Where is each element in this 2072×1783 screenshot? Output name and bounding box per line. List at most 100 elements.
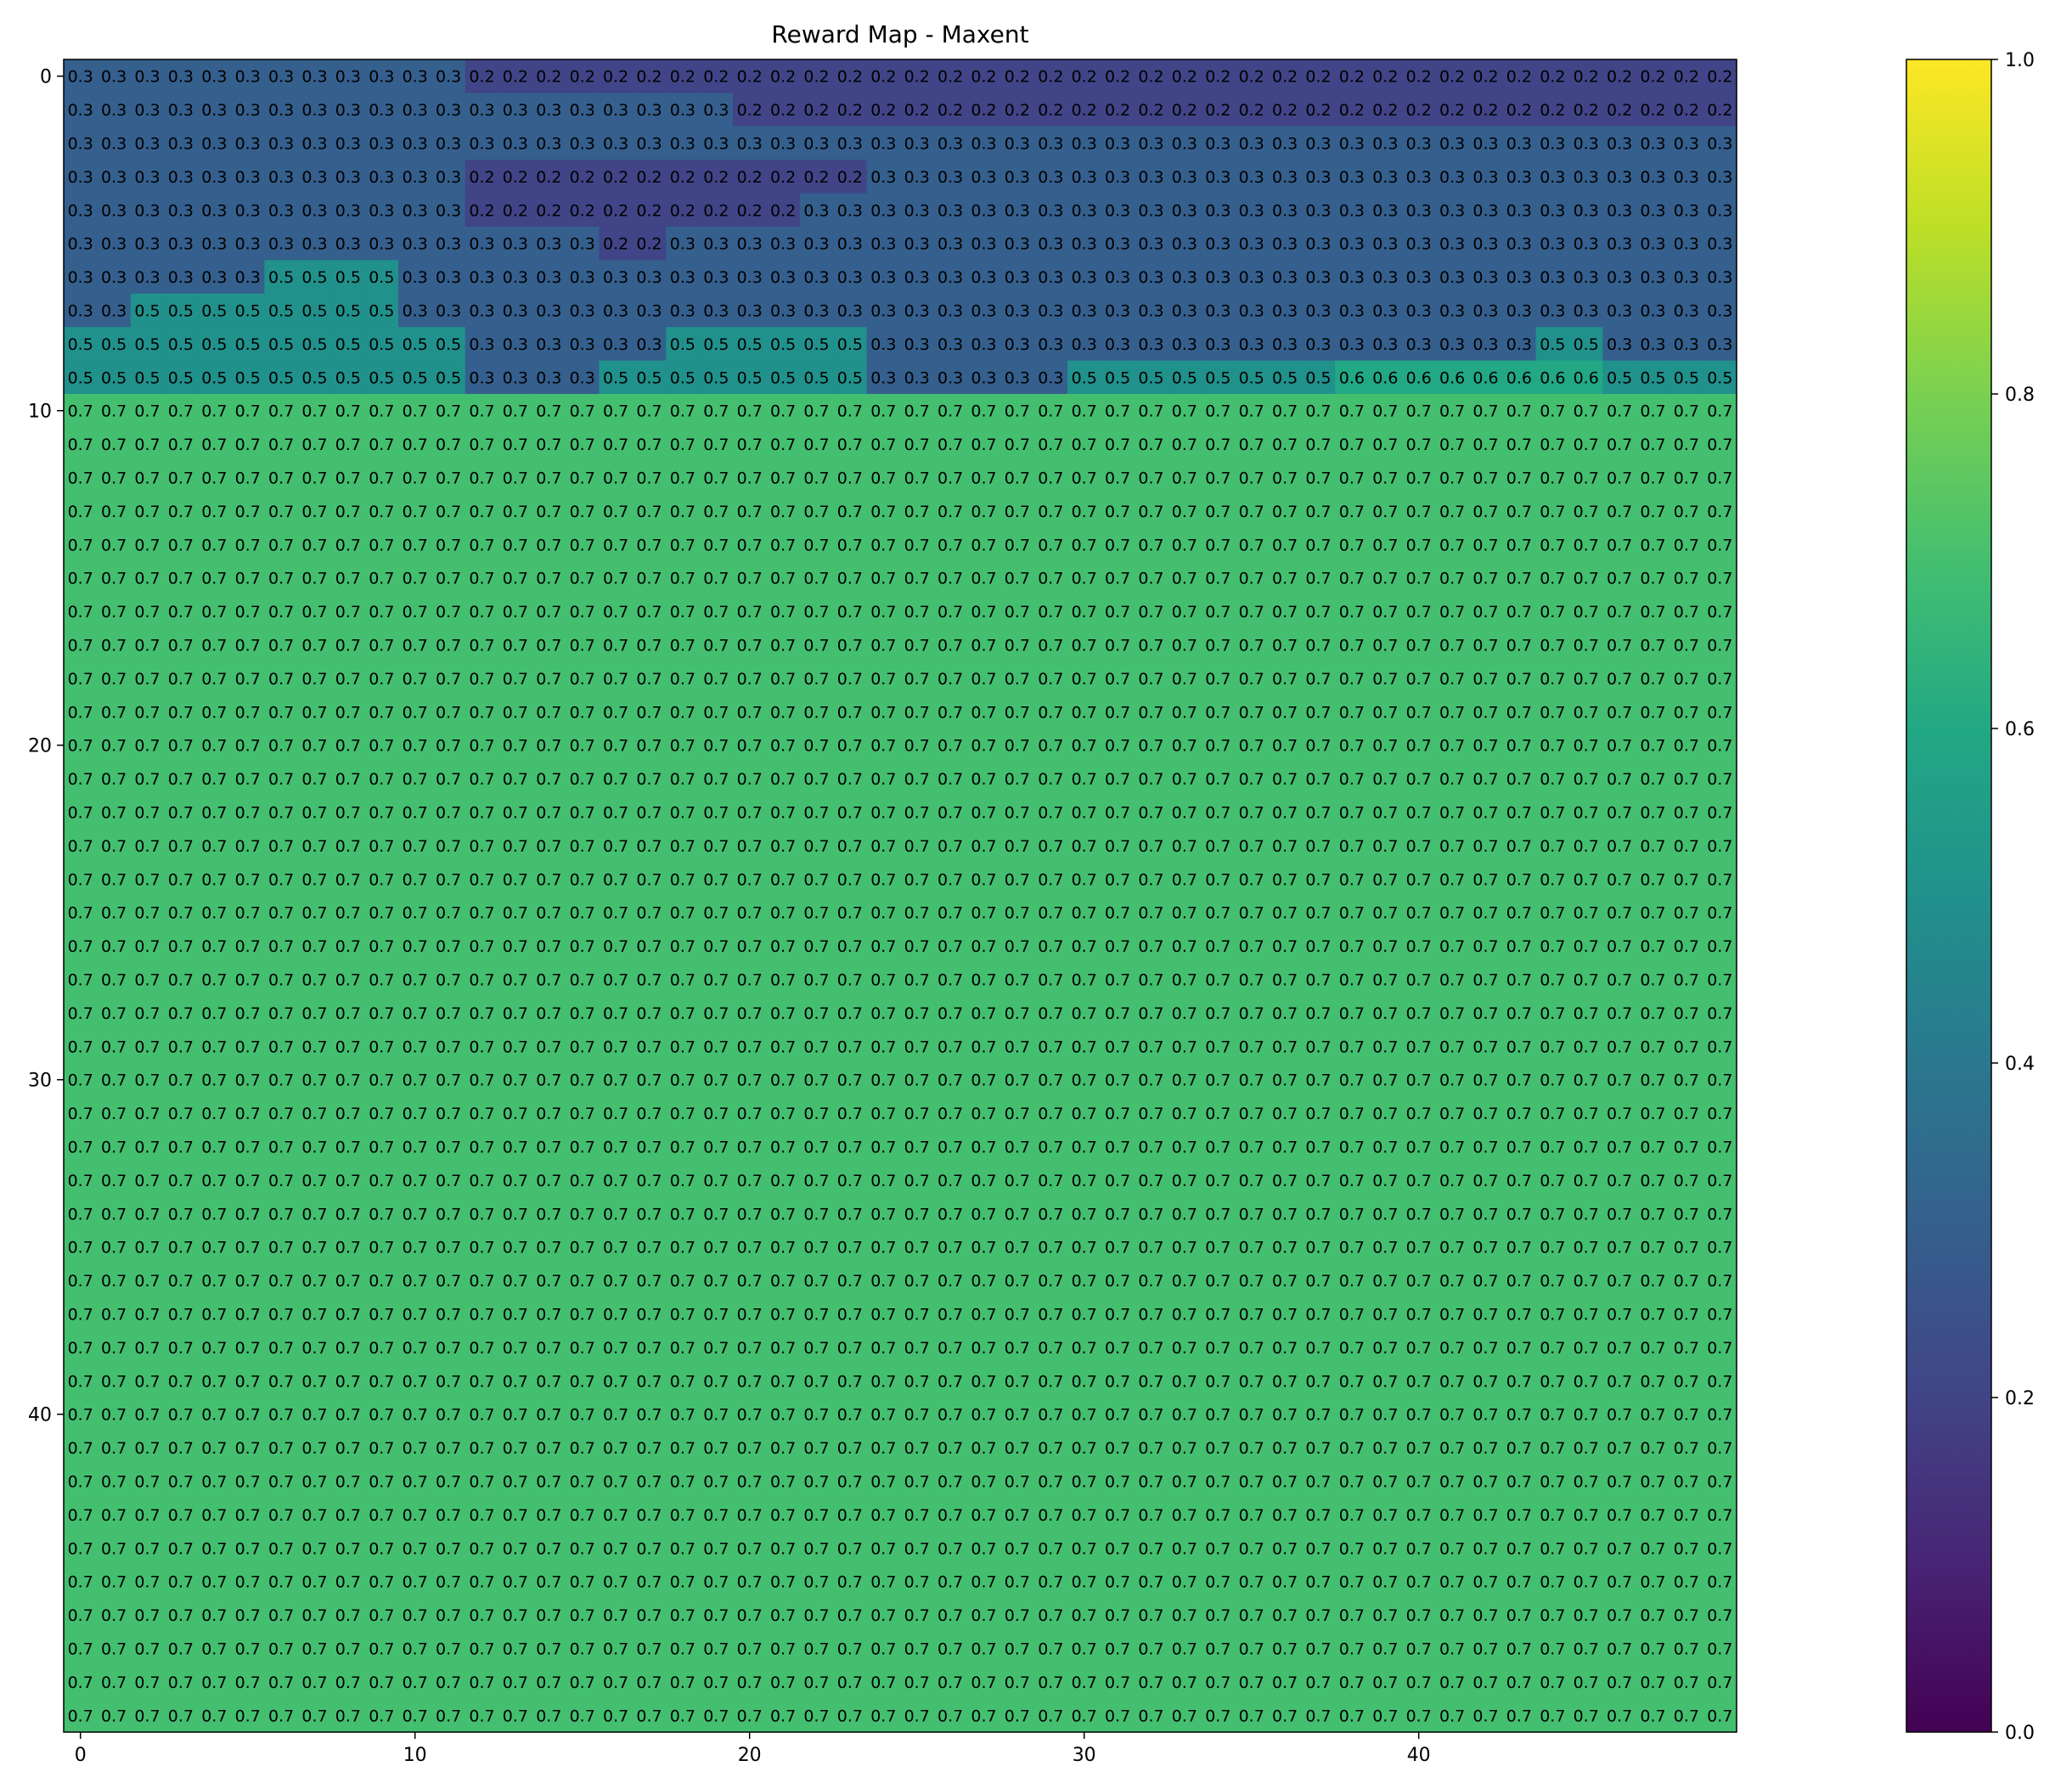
heatmap-cell-label: 0.7 bbox=[1707, 570, 1732, 588]
heatmap-cell bbox=[900, 126, 934, 160]
heatmap-cell-label: 0.3 bbox=[369, 201, 394, 220]
heatmap-cell-label: 0.3 bbox=[1205, 335, 1230, 354]
heatmap-cell-label: 0.7 bbox=[469, 1205, 494, 1223]
heatmap-cell-label: 0.7 bbox=[503, 402, 528, 421]
heatmap-cell-label: 0.7 bbox=[536, 470, 561, 488]
heatmap-cell bbox=[164, 93, 199, 127]
heatmap-cell-label: 0.7 bbox=[937, 503, 963, 521]
heatmap-cell-label: 0.7 bbox=[536, 670, 561, 689]
heatmap-cell-label: 0.7 bbox=[436, 1406, 461, 1425]
heatmap-cell-label: 0.7 bbox=[1640, 837, 1665, 856]
heatmap-cell-label: 0.3 bbox=[1439, 135, 1465, 154]
heatmap-cell-label: 0.7 bbox=[301, 737, 327, 756]
heatmap-cell-label: 0.3 bbox=[101, 68, 127, 87]
heatmap-cell-label: 0.3 bbox=[1472, 235, 1498, 254]
heatmap-cell-label: 0.7 bbox=[803, 1506, 829, 1525]
heatmap-cell-label: 0.7 bbox=[235, 1004, 261, 1023]
heatmap-cell-label: 0.7 bbox=[503, 1539, 528, 1558]
heatmap-cell-label: 0.3 bbox=[503, 335, 528, 354]
heatmap-cell-label: 0.7 bbox=[837, 870, 863, 889]
heatmap-cell-label: 0.3 bbox=[1339, 201, 1365, 220]
heatmap-cell-label: 0.7 bbox=[101, 1272, 127, 1291]
heatmap-cell bbox=[64, 59, 98, 93]
heatmap-cell-label: 0.7 bbox=[603, 1339, 628, 1358]
heatmap-cell-label: 0.7 bbox=[1406, 1406, 1432, 1425]
heatmap-cell-label: 0.7 bbox=[268, 937, 294, 956]
heatmap-cell-label: 0.7 bbox=[1272, 436, 1298, 454]
heatmap-cell-label: 0.7 bbox=[1607, 1172, 1632, 1190]
heatmap-cell-label: 0.2 bbox=[1339, 68, 1365, 87]
heatmap-cell-label: 0.7 bbox=[503, 1372, 528, 1391]
heatmap-cell-label: 0.7 bbox=[68, 703, 93, 722]
heatmap-cell-label: 0.7 bbox=[168, 670, 194, 689]
heatmap-cell-label: 0.7 bbox=[1305, 1105, 1331, 1123]
heatmap-cell-label: 0.7 bbox=[168, 1506, 194, 1525]
heatmap-cell-label: 0.2 bbox=[1439, 101, 1465, 120]
heatmap-cell-label: 0.7 bbox=[1172, 1038, 1197, 1056]
heatmap-cell bbox=[97, 59, 132, 93]
heatmap-cell-label: 0.7 bbox=[1472, 1539, 1498, 1558]
heatmap-cell-label: 0.7 bbox=[1339, 1606, 1365, 1625]
heatmap-cell-label: 0.7 bbox=[1038, 804, 1063, 823]
heatmap-cell-label: 0.7 bbox=[636, 570, 662, 588]
heatmap-cell-label: 0.3 bbox=[1472, 335, 1498, 354]
heatmap-cell-label: 0.3 bbox=[1506, 135, 1532, 154]
heatmap-cell-label: 0.3 bbox=[235, 201, 261, 220]
heatmap-cell-label: 0.7 bbox=[1172, 1071, 1197, 1090]
heatmap-cell-label: 0.7 bbox=[1372, 904, 1398, 923]
heatmap-cell-label: 0.7 bbox=[870, 904, 896, 923]
heatmap-cell-label: 0.7 bbox=[1406, 1139, 1432, 1157]
heatmap-cell bbox=[900, 59, 934, 93]
heatmap-cell-label: 0.7 bbox=[1674, 737, 1699, 756]
heatmap-cell-label: 0.7 bbox=[1540, 1239, 1565, 1257]
heatmap-cell-label: 0.7 bbox=[268, 1707, 294, 1725]
heatmap-cell-label: 0.7 bbox=[1506, 770, 1532, 789]
heatmap-cell-label: 0.7 bbox=[1138, 1139, 1163, 1157]
heatmap-cell-label: 0.7 bbox=[1439, 1339, 1465, 1358]
heatmap-cell-label: 0.7 bbox=[837, 503, 863, 521]
heatmap-cell-label: 0.7 bbox=[503, 1071, 528, 1090]
heatmap-cell-label: 0.7 bbox=[335, 1406, 361, 1425]
heatmap-cell-label: 0.7 bbox=[1339, 1038, 1365, 1056]
heatmap-cell-label: 0.7 bbox=[1506, 971, 1532, 990]
heatmap-cell-label: 0.7 bbox=[570, 804, 595, 823]
heatmap-cell-label: 0.7 bbox=[1272, 1640, 1298, 1659]
heatmap-cell-label: 0.7 bbox=[235, 904, 261, 923]
heatmap-cell-label: 0.7 bbox=[904, 1439, 930, 1458]
heatmap-cell-label: 0.7 bbox=[971, 837, 996, 856]
heatmap-cell-label: 0.7 bbox=[1439, 971, 1465, 990]
heatmap-cell-label: 0.7 bbox=[403, 904, 428, 923]
heatmap-cell-label: 0.7 bbox=[570, 570, 595, 588]
heatmap-cell bbox=[398, 160, 432, 194]
heatmap-cell-label: 0.5 bbox=[268, 268, 294, 287]
heatmap-cell-label: 0.7 bbox=[737, 703, 763, 722]
heatmap-cell-label: 0.7 bbox=[1038, 1473, 1063, 1492]
heatmap-cell bbox=[733, 59, 767, 93]
heatmap-cell-label: 0.3 bbox=[101, 135, 127, 154]
heatmap-cell-label: 0.7 bbox=[168, 470, 194, 488]
heatmap-cell-label: 0.7 bbox=[1640, 1306, 1665, 1325]
heatmap-cell-label: 0.5 bbox=[134, 302, 160, 321]
heatmap-cell-label: 0.7 bbox=[1439, 1139, 1465, 1157]
heatmap-cell-label: 0.3 bbox=[335, 101, 361, 120]
heatmap-cell-label: 0.7 bbox=[469, 1172, 494, 1190]
heatmap-cell-label: 0.7 bbox=[570, 1172, 595, 1190]
heatmap-cell-label: 0.7 bbox=[971, 670, 996, 689]
heatmap-cell-label: 0.7 bbox=[235, 1707, 261, 1725]
heatmap-cell-label: 0.7 bbox=[1574, 1339, 1599, 1358]
heatmap-cell-label: 0.7 bbox=[1305, 1673, 1331, 1692]
heatmap-cell bbox=[866, 93, 901, 127]
heatmap-cell-label: 0.3 bbox=[1406, 335, 1432, 354]
heatmap-cell-label: 0.7 bbox=[168, 937, 194, 956]
heatmap-cell-label: 0.7 bbox=[737, 770, 763, 789]
heatmap-cell-label: 0.6 bbox=[1339, 368, 1365, 387]
heatmap-cell-label: 0.3 bbox=[1439, 201, 1465, 220]
heatmap-cell-label: 0.7 bbox=[1472, 1573, 1498, 1592]
heatmap-cell-label: 0.7 bbox=[268, 436, 294, 454]
heatmap-cell-label: 0.7 bbox=[469, 1372, 494, 1391]
heatmap-cell-label: 0.2 bbox=[503, 201, 528, 220]
heatmap-cell-label: 0.7 bbox=[703, 1239, 729, 1257]
heatmap-cell-label: 0.7 bbox=[1406, 804, 1432, 823]
heatmap-cell-label: 0.3 bbox=[1372, 335, 1398, 354]
heatmap-cell-label: 0.7 bbox=[1305, 1272, 1331, 1291]
